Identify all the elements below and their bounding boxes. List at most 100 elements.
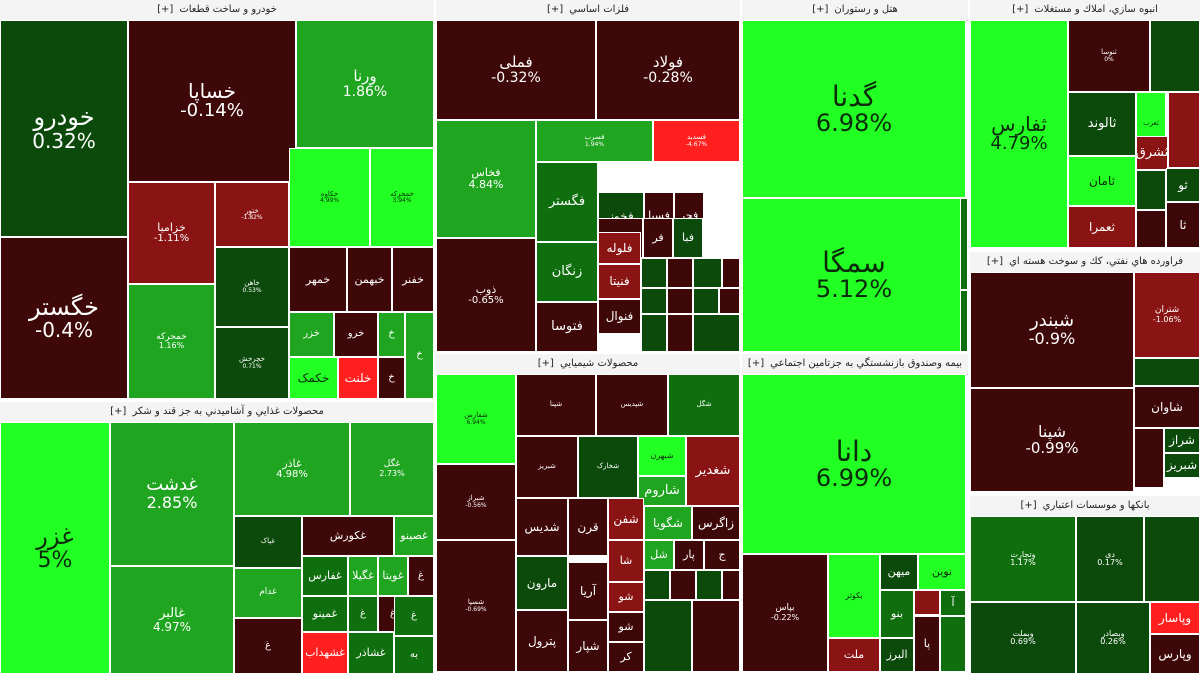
treemap-tile[interactable]: به — [394, 636, 434, 674]
treemap-tile[interactable]: فسرب 1.94% — [536, 120, 653, 162]
treemap-tile[interactable]: خاهن 0.53% — [215, 247, 289, 327]
treemap-tile[interactable]: خودرو 0.32% — [0, 20, 128, 237]
treemap-tile[interactable]: فلوله — [598, 232, 641, 264]
treemap-tile[interactable]: بپاس -0.22% — [742, 554, 828, 672]
expand-toggle[interactable]: [+] — [110, 406, 127, 417]
treemap-tile[interactable]: ثالوند — [1068, 92, 1136, 156]
treemap-tile[interactable]: ثنوسا 0% — [1068, 20, 1150, 92]
treemap-tile[interactable] — [1168, 92, 1200, 168]
treemap-tile[interactable] — [914, 590, 940, 615]
treemap-tile[interactable]: خبهمن — [347, 247, 392, 312]
treemap-tile[interactable]: وبصادر 0.26% — [1076, 602, 1150, 674]
treemap-tile[interactable]: غشاذر — [348, 632, 394, 674]
treemap-tile[interactable] — [722, 258, 740, 288]
treemap-tile[interactable]: شو — [608, 582, 644, 612]
treemap-tile[interactable]: شو — [608, 612, 644, 642]
treemap-tile[interactable]: غالبر 4.97% — [110, 566, 234, 674]
treemap-tile[interactable]: شغدير — [686, 436, 740, 506]
sector-title[interactable]: فراورده هاي نفتي، كك و سوخت هسته اي [+] — [970, 252, 1200, 273]
treemap-tile[interactable]: غكورش — [302, 516, 394, 556]
treemap-tile[interactable]: قرن — [568, 498, 608, 556]
treemap-tile[interactable]: ذوب -0.65% — [436, 238, 536, 352]
expand-toggle[interactable]: [+] — [1012, 4, 1029, 15]
treemap-tile[interactable] — [960, 198, 968, 290]
treemap-tile[interactable]: غ — [394, 596, 434, 636]
treemap-tile[interactable]: شتران -1.06% — [1134, 272, 1200, 358]
treemap-tile[interactable]: وپارس — [1150, 634, 1200, 674]
treemap-tile[interactable]: خمهر — [289, 247, 347, 312]
treemap-tile[interactable]: ختور -1.82% — [215, 182, 289, 247]
treemap-tile[interactable]: خ — [405, 312, 434, 399]
treemap-tile[interactable]: دی 0.17% — [1076, 516, 1144, 602]
treemap-tile[interactable] — [696, 570, 722, 600]
treemap-tile[interactable]: نوين — [918, 554, 966, 590]
treemap-tile[interactable]: ثعمرا — [1068, 206, 1136, 248]
treemap-tile[interactable]: غاذر 4.98% — [234, 422, 350, 516]
treemap-tile[interactable]: غويتا — [378, 556, 408, 596]
expand-toggle[interactable]: [+] — [812, 4, 829, 15]
treemap-tile[interactable]: غدام — [234, 568, 302, 618]
treemap-tile[interactable] — [1150, 20, 1200, 92]
treemap-tile[interactable] — [1144, 516, 1200, 602]
treemap-tile[interactable]: کر — [608, 642, 644, 672]
sector-title[interactable]: بانكها و موسسات اعتباري [+] — [970, 496, 1200, 517]
expand-toggle[interactable]: [+] — [537, 358, 554, 369]
treemap-tile[interactable]: ثشرق — [1136, 136, 1168, 170]
sector-title[interactable]: فلزات اساسي [+] — [436, 0, 740, 21]
treemap-tile[interactable]: شپنا -0.99% — [970, 388, 1134, 492]
treemap-tile[interactable]: شبهرن — [638, 436, 686, 476]
treemap-tile[interactable]: بکوثر — [828, 554, 880, 638]
treemap-tile[interactable]: زنگان — [536, 242, 598, 302]
treemap-tile[interactable]: آ — [940, 590, 966, 616]
treemap-tile[interactable]: شاروم — [638, 476, 686, 506]
treemap-tile[interactable]: خزر — [289, 312, 334, 357]
treemap-tile[interactable]: فملی -0.32% — [436, 20, 596, 120]
treemap-tile[interactable]: غصينو — [394, 516, 434, 556]
treemap-tile[interactable] — [667, 314, 693, 352]
expand-toggle[interactable]: [+] — [1020, 500, 1037, 511]
treemap-tile[interactable]: غفارس — [302, 556, 348, 596]
treemap-tile[interactable]: خرو — [334, 312, 378, 357]
treemap-tile[interactable]: شديس — [516, 498, 568, 556]
treemap-tile[interactable]: شیراز -0.56% — [436, 464, 516, 540]
treemap-tile[interactable]: شپدیس — [596, 374, 668, 436]
treemap-tile[interactable]: غدشت 2.85% — [110, 422, 234, 566]
treemap-tile[interactable] — [693, 258, 722, 288]
treemap-tile[interactable] — [667, 258, 693, 288]
treemap-tile[interactable] — [1134, 428, 1164, 488]
sector-title[interactable]: هتل و رستوران [+] — [742, 0, 968, 21]
treemap-tile[interactable]: شفن — [608, 498, 644, 540]
treemap-tile[interactable]: آريا — [568, 562, 608, 620]
sector-title[interactable]: محصولات غذايي و آشاميدني به جز قند و شكر… — [0, 402, 434, 423]
treemap-tile[interactable]: پا — [914, 616, 940, 672]
treemap-tile[interactable] — [1134, 358, 1200, 386]
treemap-tile[interactable]: شراز — [1164, 428, 1200, 453]
treemap-tile[interactable]: فخاس 4.84% — [436, 120, 536, 238]
treemap-tile[interactable]: خگستر -0.4% — [0, 237, 128, 399]
treemap-tile[interactable]: پار — [674, 540, 704, 570]
treemap-tile[interactable]: شگل — [668, 374, 740, 436]
treemap-tile[interactable] — [722, 570, 740, 600]
treemap-tile[interactable]: شپنا — [516, 374, 596, 436]
treemap-tile[interactable]: سمگا 5.12% — [742, 198, 966, 352]
treemap-tile[interactable]: پترول — [516, 610, 568, 672]
treemap-tile[interactable]: شگويا — [644, 506, 692, 540]
treemap-tile[interactable]: فنوال — [598, 299, 641, 334]
treemap-tile[interactable] — [641, 288, 667, 314]
treemap-tile[interactable]: خلنت — [338, 357, 378, 399]
treemap-tile[interactable] — [692, 600, 740, 672]
treemap-tile[interactable] — [960, 290, 968, 352]
treemap-tile[interactable]: خمحرکه 3.94% — [370, 148, 434, 247]
treemap-tile[interactable] — [1136, 170, 1166, 210]
treemap-tile[interactable] — [644, 600, 692, 672]
treemap-tile[interactable]: غزر 5% — [0, 422, 110, 674]
sector-title[interactable]: بيمه وصندوق بازنشستگي به جزتامين اجتماعي… — [742, 354, 968, 375]
treemap-tile[interactable] — [693, 314, 740, 352]
treemap-tile[interactable] — [940, 616, 966, 672]
treemap-tile[interactable]: شبریز — [516, 436, 578, 498]
expand-toggle[interactable]: [+] — [986, 256, 1004, 267]
treemap-tile[interactable]: خکمک — [289, 357, 338, 399]
treemap-tile[interactable]: شبندر -0.9% — [970, 272, 1134, 388]
treemap-tile[interactable] — [641, 314, 667, 352]
treemap-tile[interactable]: وپاسار — [1150, 602, 1200, 634]
